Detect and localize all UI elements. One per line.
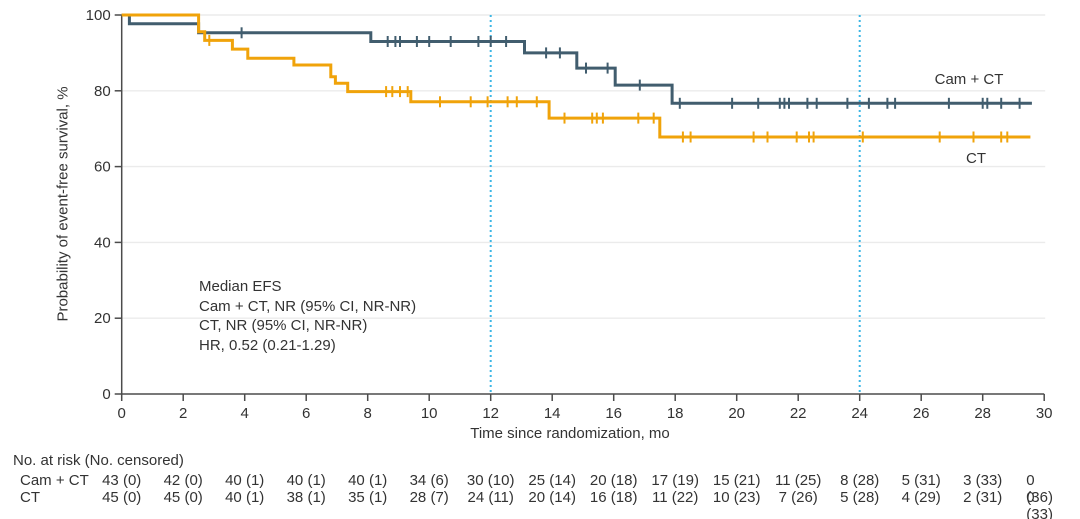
x-tick-label: 14 xyxy=(544,405,561,422)
risk-cell: 20 (14) xyxy=(528,489,576,506)
x-tick-label: 24 xyxy=(851,405,868,422)
annotation-line-3: CT, NR (95% CI, NR-NR) xyxy=(199,317,368,334)
risk-cell: 11 (25) xyxy=(774,472,822,489)
risk-cell: 40 (1) xyxy=(286,472,326,489)
y-tick-label: 40 xyxy=(94,234,111,251)
risk-cell: 20 (18) xyxy=(589,472,638,489)
annotation-line-2: Cam + CT, NR (95% CI, NR-NR) xyxy=(199,297,417,315)
risk-cell: 30 (10) xyxy=(466,472,515,489)
x-tick-label: 22 xyxy=(790,405,807,422)
risk-cell: 38 (1) xyxy=(286,489,326,506)
x-tick-label: 28 xyxy=(974,405,991,422)
risk-cell: 15 (21) xyxy=(712,472,761,489)
x-tick-label: 0 xyxy=(118,405,126,422)
series-path-cam-ct xyxy=(121,13,1032,105)
risk-cell: 42 (0) xyxy=(163,472,203,489)
y-axis-title: Probability of event-free survival, % xyxy=(54,86,72,322)
median-efs-annotation: Median EFS Cam + CT, NR (95% CI, NR-NR) CT… xyxy=(199,277,416,355)
x-tick-label: 30 xyxy=(1036,405,1053,422)
x-tick-label: 10 xyxy=(421,405,438,422)
risk-cell: 40 (1) xyxy=(348,472,388,489)
risk-cell: 28 (7) xyxy=(409,489,449,506)
risk-row-label-camct: Cam + CT xyxy=(20,472,89,489)
risk-cell: 40 (1) xyxy=(225,472,265,489)
x-tick-label: 18 xyxy=(667,405,684,422)
risk-cell: 40 (1) xyxy=(225,489,265,506)
y-tick-label: 80 xyxy=(94,83,111,100)
risk-cell: 0 (33) xyxy=(1026,489,1053,519)
risk-cell: 45 (0) xyxy=(163,489,203,506)
x-tick-label: 26 xyxy=(913,405,930,422)
risk-cell: 5 (28) xyxy=(840,489,880,506)
risk-cell: 7 (26) xyxy=(778,489,818,506)
risk-cell: 25 (14) xyxy=(528,472,576,489)
risk-cell: 45 (0) xyxy=(102,489,142,506)
annotation-line-1: Median EFS xyxy=(199,278,282,295)
risk-cell: 2 (31) xyxy=(963,489,1003,506)
risk-cell: 16 (18) xyxy=(589,489,638,506)
x-tick-label: 4 xyxy=(241,405,249,422)
series-path-ct xyxy=(121,13,1031,139)
x-tick-label: 12 xyxy=(482,405,499,422)
annotation-line-4: HR, 0.52 (0.21-1.29) xyxy=(199,336,336,354)
risk-cell: 0 (36) xyxy=(1026,472,1053,506)
series-label-camct: Cam + CT xyxy=(934,71,1004,88)
x-tick-label: 16 xyxy=(605,405,622,422)
y-tick-label: 100 xyxy=(86,7,111,24)
x-tick-label: 6 xyxy=(302,405,310,422)
risk-cell: 24 (11) xyxy=(467,489,514,506)
risk-cell: 5 (31) xyxy=(901,472,941,489)
risk-cell: 35 (1) xyxy=(348,489,388,506)
x-tick-label: 2 xyxy=(179,405,187,422)
risk-table-header: No. at risk (No. censored) xyxy=(13,452,184,469)
x-tick-label: 8 xyxy=(364,405,372,422)
risk-cell: 11 (22) xyxy=(651,489,699,506)
x-axis-title: Time since randomization, mo xyxy=(470,425,670,442)
x-tick-label: 20 xyxy=(728,405,745,422)
y-tick-label: 60 xyxy=(94,159,111,176)
risk-cell: 34 (6) xyxy=(409,472,449,489)
risk-cell: 4 (29) xyxy=(901,489,941,506)
risk-row-label-ct: CT xyxy=(20,489,40,506)
y-tick-label: 20 xyxy=(94,310,111,327)
risk-cell: 10 (23) xyxy=(712,489,761,506)
series-label-ct: CT xyxy=(966,150,986,167)
y-tick-label: 0 xyxy=(102,386,110,403)
risk-cell: 17 (19) xyxy=(651,472,699,489)
risk-cell: 3 (33) xyxy=(963,472,1003,489)
risk-cell: 8 (28) xyxy=(840,472,880,489)
risk-cell: 43 (0) xyxy=(102,472,142,489)
